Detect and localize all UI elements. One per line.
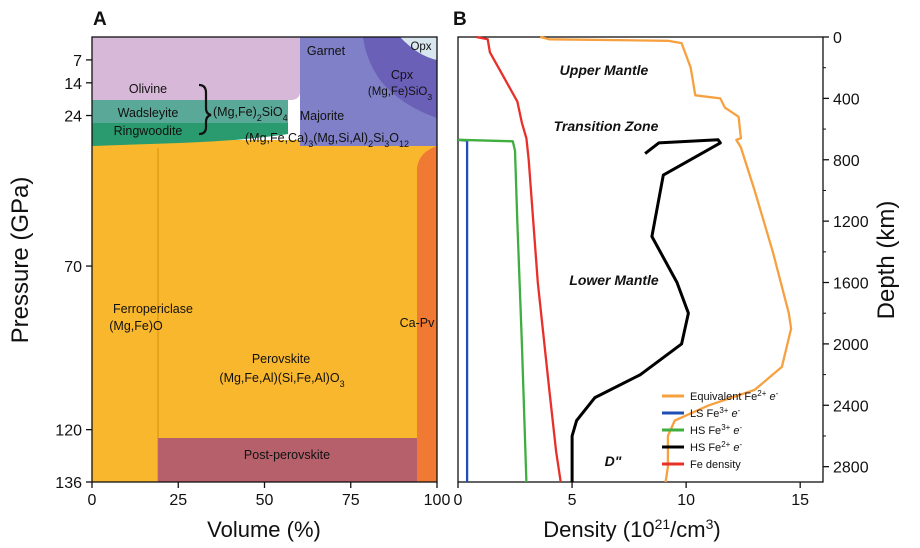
majorite-formula: (Mg,Fe,Ca)3(Mg,Si,Al)2Si3O12 <box>245 131 409 149</box>
b-y-tick-label: 1200 <box>833 214 869 231</box>
series-line-hs3 <box>457 138 528 483</box>
perovskite-formula: (Mg,Fe,Al)(Si,Fe,Al)O3 <box>219 371 344 389</box>
perovskite-label: Perovskite <box>252 352 310 366</box>
legend-label-hs3: HS Fe3+ e- <box>690 423 743 438</box>
a-y-tick-label: 120 <box>55 423 82 440</box>
a-y-tick-label: 136 <box>55 475 82 492</box>
b-x-tick-label: 10 <box>677 492 695 509</box>
wadsleyite-region <box>92 100 288 123</box>
ringwoodite-region <box>92 123 288 146</box>
panel-b-label: B <box>453 9 467 30</box>
a-y-tick-label: 70 <box>64 259 82 276</box>
b-x-tick-label: 0 <box>454 492 463 509</box>
a-x-tick-label: 25 <box>169 492 187 509</box>
panel-b-x-axis-label: Density (1021/cm3) <box>543 516 720 542</box>
ferropericlase-formula: (Mg,Fe)O <box>109 319 163 333</box>
opx-region <box>400 37 437 60</box>
series-line-hs2 <box>570 138 722 482</box>
opx-label: Opx <box>410 41 431 53</box>
majorite-label: Majorite <box>300 109 345 123</box>
panel-a-x-axis: 0 25 50 75 100 <box>88 482 451 509</box>
a-x-tick-label: 0 <box>88 492 97 509</box>
b-y-tick-label: 0 <box>833 30 842 47</box>
ferropericlase-label: Ferropericlase <box>113 302 193 316</box>
a-x-tick-label: 50 <box>256 492 274 509</box>
b-y-tick-label: 1600 <box>833 276 869 293</box>
panel-b-series <box>457 35 793 483</box>
wadsleyite-label: Wadsleyite <box>118 106 179 120</box>
lower-mantle-label: Lower Mantle <box>569 272 659 288</box>
ca-pv-region <box>417 146 437 482</box>
a-y-tick-label: 14 <box>64 76 82 93</box>
panel-b-frame <box>457 36 824 483</box>
a-x-tick-label: 100 <box>424 492 451 509</box>
garnet-label: Garnet <box>307 44 346 58</box>
transition-zone-label: Transition Zone <box>554 118 659 134</box>
a-y-tick-label: 24 <box>64 109 82 126</box>
panel-a-x-axis-label: Volume (%) <box>207 517 321 542</box>
ca-pv-label: Ca-Pv <box>400 316 435 330</box>
panel-b-y-axis-label: Depth (km) <box>873 201 900 320</box>
cpx-region <box>363 37 437 118</box>
panel-b-y-axis: 0 400 800 1200 1600 2000 2400 2800 <box>823 30 869 477</box>
a-x-tick-label: 75 <box>342 492 360 509</box>
b-y-tick-label: 800 <box>833 153 860 170</box>
a-y-tick-label: 7 <box>73 53 82 70</box>
post-perovskite-label: Post-perovskite <box>244 448 330 462</box>
cpx-label: Cpx <box>391 68 414 82</box>
panel-b-x-axis: 0 5 10 15 <box>454 482 809 509</box>
legend-label-hs2: HS Fe2+ e- <box>690 440 743 455</box>
legend-label-ls3: LS Fe3+ e- <box>690 406 741 421</box>
legend-label-fe: Fe density <box>690 459 741 471</box>
olivine-region <box>92 37 300 100</box>
d-double-prime-label: D" <box>605 453 622 469</box>
mg-fe-sio4-formula: (Mg,Fe)2SiO4 <box>213 105 288 123</box>
ringwoodite-label: Ringwoodite <box>114 124 183 138</box>
b-y-tick-label: 400 <box>833 91 860 108</box>
legend-label-equiv: Equivalent Fe2+ e- <box>690 389 779 404</box>
series-line-fe <box>476 35 562 483</box>
legend: Equivalent Fe2+ e- LS Fe3+ e- HS Fe3+ e- HS… <box>662 389 779 471</box>
upper-mantle-label: Upper Mantle <box>560 62 649 78</box>
b-y-tick-label: 2400 <box>833 398 869 415</box>
series-line-ls3 <box>457 138 469 482</box>
series-line-equiv <box>539 35 793 483</box>
b-x-tick-label: 15 <box>791 492 809 509</box>
panel-a-plot: Olivine Wadsleyite Ringwoodite (Mg,Fe)2S… <box>91 36 438 483</box>
panel-a-y-axis: 7 14 24 70 120 136 <box>55 53 92 492</box>
panel-a-label: A <box>93 9 107 30</box>
brace-icon <box>198 83 212 136</box>
panel-a-y-axis-label: Pressure (GPa) <box>7 177 34 344</box>
olivine-label: Olivine <box>129 82 167 96</box>
b-y-tick-label: 2000 <box>833 337 869 354</box>
perovskite-region <box>92 140 437 482</box>
post-perovskite-region <box>158 438 417 482</box>
b-x-tick-label: 5 <box>568 492 577 509</box>
b-y-tick-label: 2800 <box>833 460 869 477</box>
